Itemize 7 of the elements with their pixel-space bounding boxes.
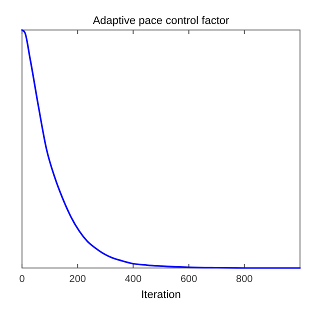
x-tick-label: 200 xyxy=(69,274,86,285)
x-axis-title: Iteration xyxy=(141,289,181,301)
x-tick-label: 0 xyxy=(19,274,26,285)
x-tick-label: 800 xyxy=(236,274,254,285)
chart-title: Adaptive pace control factor xyxy=(92,15,230,27)
x-tick-label: 400 xyxy=(124,274,142,285)
x-tick-label: 600 xyxy=(180,274,198,285)
